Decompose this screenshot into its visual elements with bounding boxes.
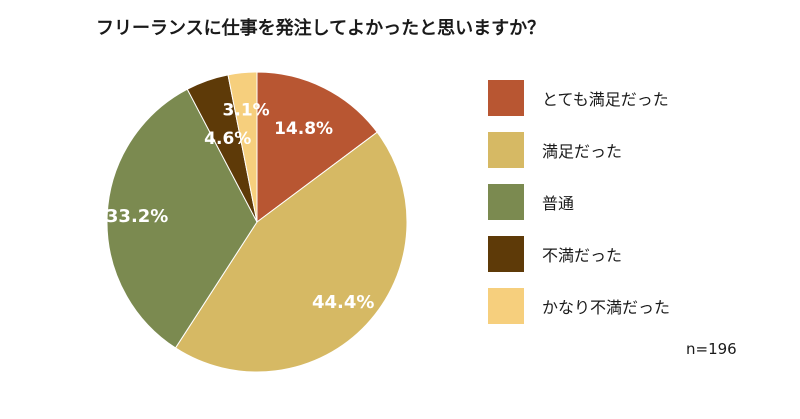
data-label-5: 3.1% [223,101,270,121]
legend-label: 満足だった [542,142,623,161]
legend-swatch [488,236,524,272]
legend-label: とても満足だった [542,90,669,109]
legend-label: 不満だった [542,246,623,265]
data-label-2: 44.4% [312,292,374,313]
legend-item-1: とても満足だった [488,79,670,117]
legend-swatch [488,288,524,324]
sample-size-note: n=196 [686,340,737,358]
data-label-1: 14.8% [274,119,333,139]
data-label-4: 4.6% [204,129,251,149]
legend-label: かなり不満だった [542,298,671,317]
data-label-3: 33.2% [106,206,168,227]
legend-item-3: 普通 [488,183,670,221]
chart-title: フリーランスに仕事を発注してよかったと思いますか？ [96,18,546,39]
legend-swatch [488,184,524,220]
pie-slice-1 [256,71,378,223]
legend: とても満足だった 満足だった普通不満だったかなり不満だった [488,79,670,339]
pie-slice-5 [227,71,258,223]
legend-item-2: 満足だった [488,131,670,169]
legend-swatch [488,132,524,168]
legend-label: 普通 [542,194,575,213]
legend-swatch [488,80,524,116]
pie-slice-2 [174,131,408,373]
pie-slice-3 [106,88,258,349]
legend-item-4: 不満だった [488,235,670,273]
legend-item-5: かなり不満だった [488,287,670,325]
